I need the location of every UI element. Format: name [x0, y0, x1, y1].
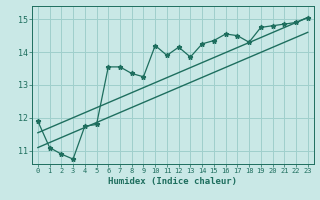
- X-axis label: Humidex (Indice chaleur): Humidex (Indice chaleur): [108, 177, 237, 186]
